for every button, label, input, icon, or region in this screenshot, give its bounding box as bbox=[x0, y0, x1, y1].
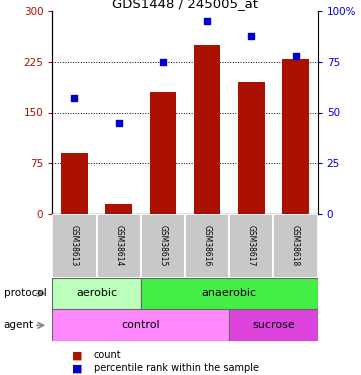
Point bbox=[204, 18, 210, 24]
Bar bbox=[97, 214, 141, 278]
Text: aerobic: aerobic bbox=[76, 288, 117, 298]
Text: GSM38615: GSM38615 bbox=[158, 225, 168, 266]
Bar bbox=[185, 214, 229, 278]
Bar bbox=[194, 45, 220, 214]
Text: GSM38614: GSM38614 bbox=[114, 225, 123, 266]
Bar bbox=[150, 92, 176, 214]
Bar bbox=[105, 204, 132, 214]
Bar bbox=[229, 214, 274, 278]
Bar bbox=[282, 58, 309, 214]
Text: GSM38616: GSM38616 bbox=[203, 225, 212, 266]
Point bbox=[248, 33, 254, 39]
Text: count: count bbox=[94, 351, 122, 360]
Text: anaerobic: anaerobic bbox=[202, 288, 257, 298]
Bar bbox=[52, 309, 229, 341]
Bar bbox=[52, 278, 141, 309]
Text: protocol: protocol bbox=[4, 288, 46, 298]
Point bbox=[116, 120, 122, 126]
Text: GSM38613: GSM38613 bbox=[70, 225, 79, 266]
Point bbox=[71, 95, 77, 101]
Text: agent: agent bbox=[4, 320, 34, 330]
Text: percentile rank within the sample: percentile rank within the sample bbox=[94, 363, 259, 373]
Text: ■: ■ bbox=[72, 351, 83, 360]
Text: control: control bbox=[122, 320, 160, 330]
Bar bbox=[238, 82, 265, 214]
Bar bbox=[61, 153, 88, 214]
Point bbox=[160, 59, 166, 65]
Text: GSM38618: GSM38618 bbox=[291, 225, 300, 266]
Bar bbox=[274, 214, 318, 278]
Bar bbox=[141, 278, 318, 309]
Text: GSM38617: GSM38617 bbox=[247, 225, 256, 266]
Text: ■: ■ bbox=[72, 363, 83, 373]
Text: sucrose: sucrose bbox=[252, 320, 295, 330]
Bar bbox=[52, 214, 97, 278]
Point bbox=[293, 53, 299, 59]
Bar bbox=[229, 309, 318, 341]
Bar bbox=[141, 214, 185, 278]
Title: GDS1448 / 245005_at: GDS1448 / 245005_at bbox=[112, 0, 258, 10]
